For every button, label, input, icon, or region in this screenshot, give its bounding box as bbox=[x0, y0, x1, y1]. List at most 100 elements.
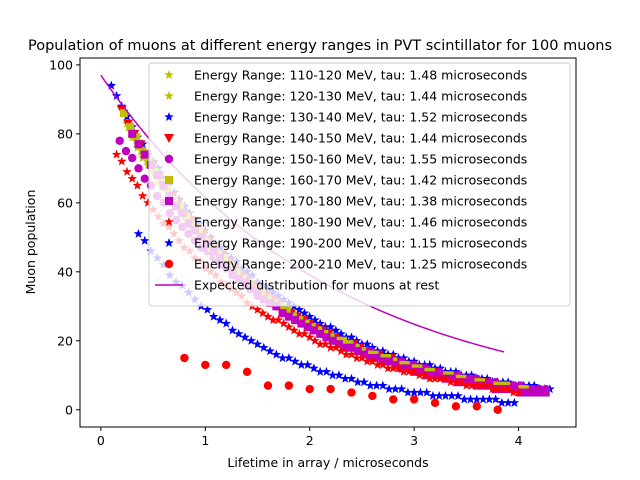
data-point bbox=[383, 363, 393, 373]
data-point bbox=[140, 150, 149, 159]
data-point bbox=[265, 346, 275, 356]
data-point bbox=[434, 390, 444, 401]
data-point bbox=[346, 373, 357, 383]
data-point bbox=[336, 346, 346, 356]
data-point bbox=[252, 339, 263, 349]
data-point bbox=[378, 359, 388, 369]
data-point bbox=[430, 398, 440, 408]
data-point bbox=[416, 367, 425, 376]
data-point bbox=[385, 357, 394, 366]
data-point bbox=[357, 353, 367, 363]
data-point bbox=[478, 394, 488, 404]
data-point bbox=[430, 373, 440, 383]
series-10 bbox=[180, 353, 502, 414]
data-point bbox=[447, 374, 456, 383]
data-point bbox=[403, 387, 413, 397]
data-point bbox=[339, 336, 348, 345]
legend-label: Energy Range: 130-140 MeV, tau: 1.52 mic… bbox=[194, 110, 527, 125]
data-point bbox=[428, 371, 437, 380]
data-point bbox=[445, 377, 456, 387]
plot-frame bbox=[79, 57, 577, 428]
data-point bbox=[341, 343, 350, 352]
data-point bbox=[326, 384, 335, 394]
data-point bbox=[351, 353, 362, 363]
x-tick-label: 2 bbox=[306, 433, 314, 448]
data-point bbox=[271, 349, 282, 359]
data-point bbox=[227, 325, 238, 335]
data-point bbox=[320, 339, 331, 349]
legend-entry: Energy Range: 150-160 MeV, tau: 1.55 mic… bbox=[164, 152, 527, 167]
data-point bbox=[353, 377, 363, 387]
data-point bbox=[310, 315, 320, 325]
data-point bbox=[367, 342, 378, 352]
data-point bbox=[215, 315, 225, 325]
data-point bbox=[299, 308, 310, 318]
data-point bbox=[497, 397, 507, 407]
data-point bbox=[240, 332, 250, 342]
data-point bbox=[421, 387, 432, 397]
data-point bbox=[221, 360, 231, 370]
data-point bbox=[322, 333, 331, 342]
data-point bbox=[331, 342, 341, 352]
x-axis-label: Lifetime in array / microseconds bbox=[227, 455, 428, 470]
data-point bbox=[366, 354, 375, 363]
data-point bbox=[391, 360, 400, 369]
data-point bbox=[242, 367, 252, 377]
y-tick-label: 0 bbox=[65, 402, 73, 417]
legend-swatch bbox=[164, 70, 174, 80]
data-point bbox=[304, 332, 315, 342]
data-point bbox=[446, 390, 457, 401]
data-point bbox=[111, 149, 122, 159]
legend-entry: Energy Range: 120-130 MeV, tau: 1.44 mic… bbox=[164, 89, 527, 104]
data-point bbox=[294, 304, 305, 314]
legend-label: Energy Range: 160-170 MeV, tau: 1.42 mic… bbox=[194, 173, 527, 188]
data-point bbox=[263, 311, 273, 321]
legend-swatch bbox=[164, 112, 174, 122]
x-axis-ticks: 0 1 2 3 4 bbox=[97, 427, 523, 448]
data-point bbox=[115, 136, 124, 145]
legend-entry: Energy Range: 180-190 MeV, tau: 1.46 mic… bbox=[164, 215, 527, 230]
legend-swatch bbox=[164, 134, 174, 143]
data-point bbox=[282, 305, 291, 314]
chart-title: Population of muons at different energy … bbox=[28, 38, 612, 54]
data-point bbox=[132, 133, 141, 142]
data-point bbox=[472, 402, 481, 411]
legend-swatch bbox=[165, 197, 173, 205]
data-point bbox=[299, 328, 310, 338]
legend-label: Energy Range: 120-130 MeV, tau: 1.44 mic… bbox=[194, 89, 527, 104]
data-point bbox=[341, 349, 352, 359]
data-point bbox=[233, 328, 244, 338]
legend: Energy Range: 110-120 MeV, tau: 1.48 mic… bbox=[148, 62, 571, 307]
data-point bbox=[390, 384, 401, 394]
data-point bbox=[347, 343, 356, 352]
data-point bbox=[535, 388, 544, 397]
data-point bbox=[493, 405, 502, 414]
data-point bbox=[246, 335, 257, 345]
data-point bbox=[398, 366, 409, 376]
data-point bbox=[498, 384, 508, 394]
legend-label: Energy Range: 110-120 MeV, tau: 1.48 mic… bbox=[194, 68, 527, 83]
legend-entry: Energy Range: 130-140 MeV, tau: 1.52 mic… bbox=[164, 110, 527, 125]
data-point bbox=[384, 384, 394, 394]
legend-entry: Energy Range: 140-150 MeV, tau: 1.44 mic… bbox=[164, 131, 527, 146]
data-point bbox=[121, 146, 131, 156]
data-point bbox=[459, 394, 470, 404]
data-point bbox=[404, 366, 414, 376]
legend-entry: Energy Range: 160-170 MeV, tau: 1.42 mic… bbox=[165, 173, 527, 188]
data-point bbox=[529, 388, 538, 397]
legend-box bbox=[148, 62, 571, 307]
data-point bbox=[334, 370, 344, 380]
data-point bbox=[119, 109, 128, 118]
data-point bbox=[328, 336, 337, 345]
data-point bbox=[284, 312, 293, 321]
data-point bbox=[106, 80, 117, 90]
data-point bbox=[331, 325, 341, 335]
data-point bbox=[278, 309, 287, 318]
data-point bbox=[508, 387, 519, 397]
data-point bbox=[472, 394, 482, 404]
data-point bbox=[359, 377, 369, 387]
data-point bbox=[492, 384, 503, 394]
data-point bbox=[309, 363, 319, 373]
y-tick-label: 40 bbox=[57, 264, 73, 279]
